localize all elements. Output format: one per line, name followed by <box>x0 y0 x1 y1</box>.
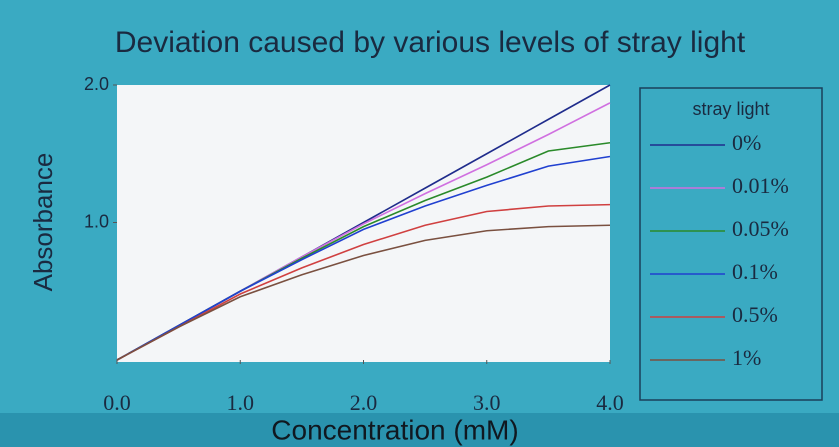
x-tick-label: 3.0 <box>473 390 501 415</box>
legend-label: 1% <box>732 345 761 370</box>
x-tick-label: 1.0 <box>227 390 255 415</box>
chart-title: Deviation caused by various levels of st… <box>115 26 746 59</box>
x-tick-label: 0.0 <box>103 390 131 415</box>
legend-label: 0% <box>732 130 761 155</box>
x-axis-label: Concentration (mM) <box>271 414 518 445</box>
y-tick-label: 2.0 <box>84 74 109 94</box>
y-axis-label: Absorbance <box>28 153 58 292</box>
y-tick-label: 1.0 <box>84 211 109 231</box>
legend-label: 0.5% <box>732 302 778 327</box>
legend-label: 0.05% <box>732 216 789 241</box>
x-tick-label: 2.0 <box>350 390 378 415</box>
legend-label: 0.01% <box>732 173 789 198</box>
x-tick-label: 4.0 <box>596 390 624 415</box>
legend-title: stray light <box>692 99 769 119</box>
legend-label: 0.1% <box>732 259 778 284</box>
chart: Deviation caused by various levels of st… <box>0 0 839 447</box>
